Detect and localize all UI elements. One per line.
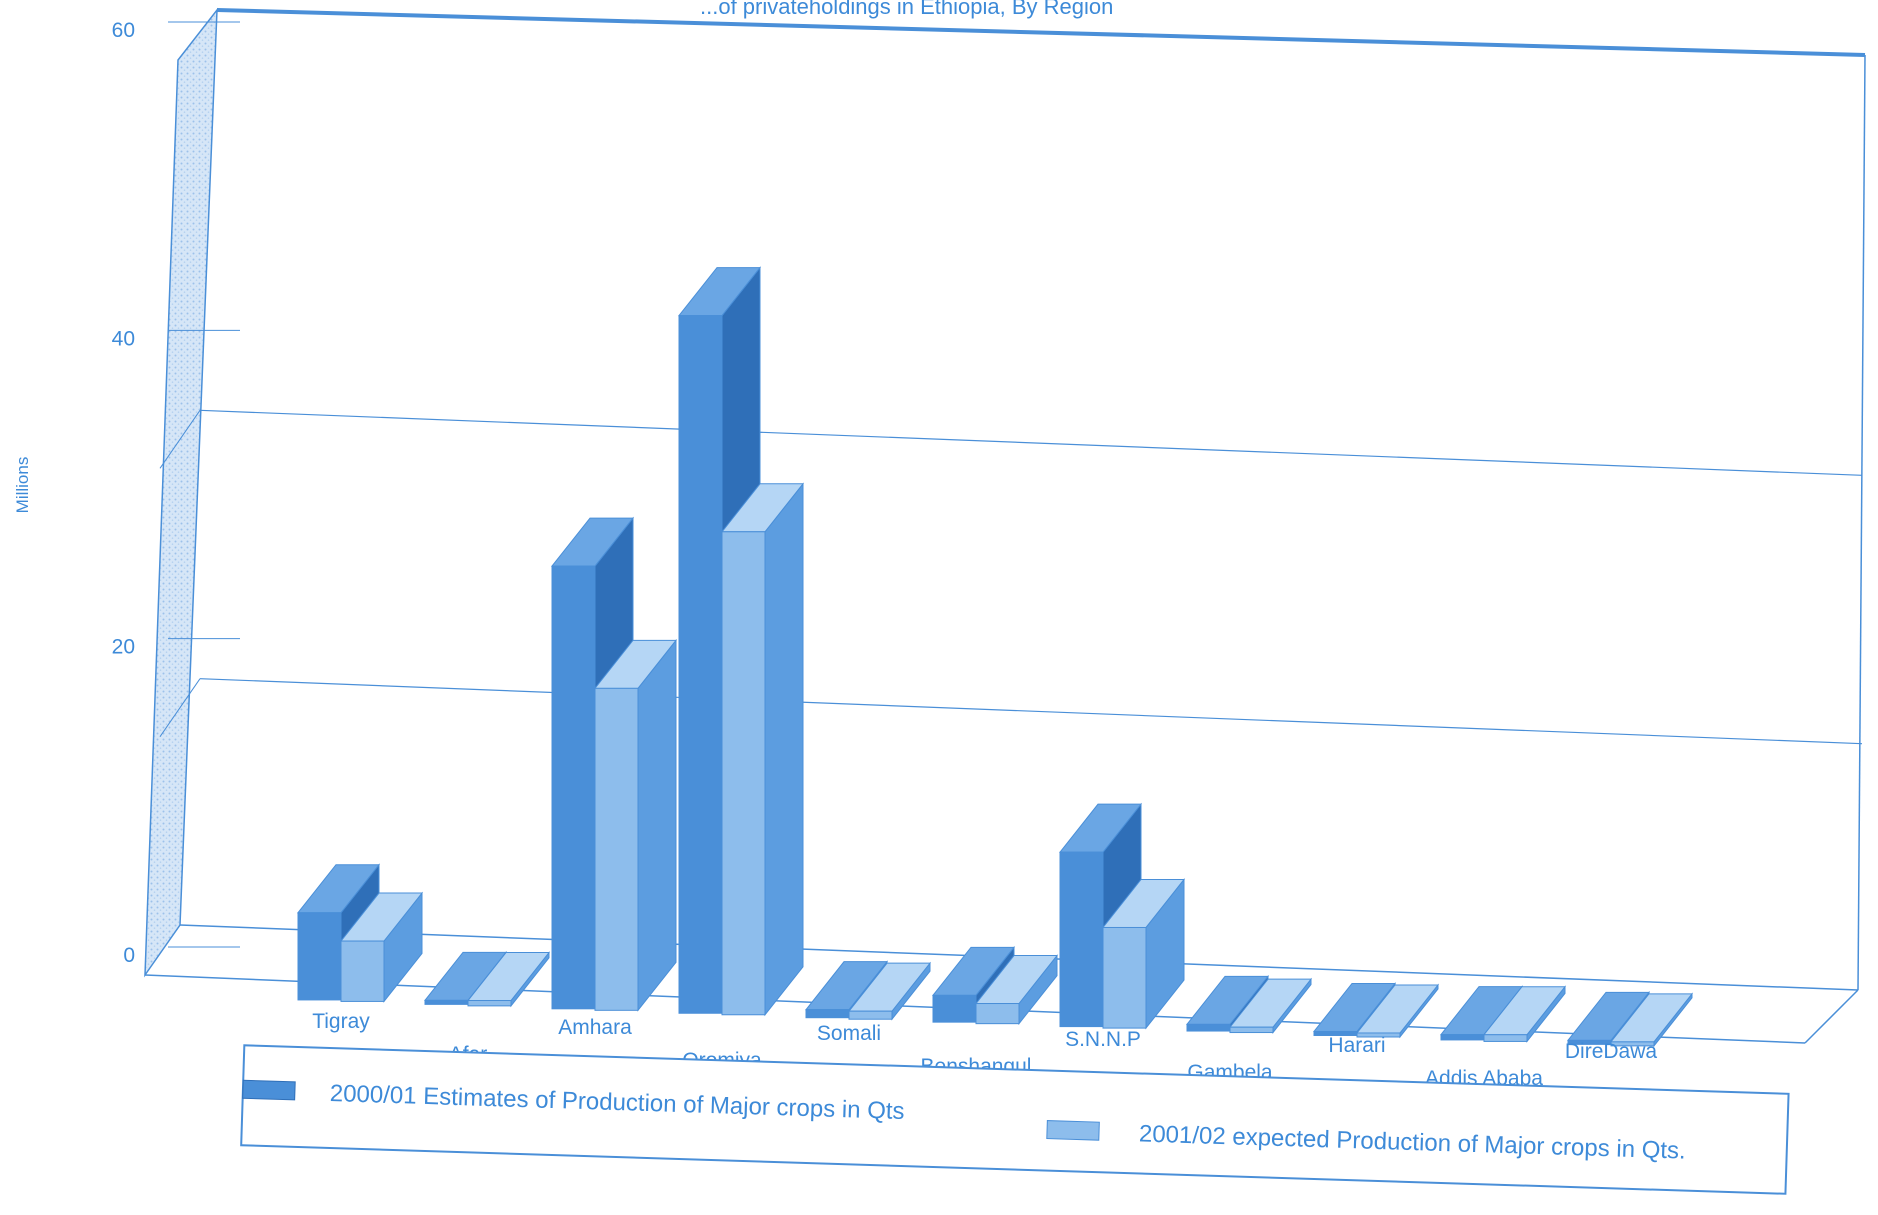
left-wall <box>144 7 218 978</box>
bar <box>721 531 766 1016</box>
y-axis: 0 20 40 60 <box>112 19 135 967</box>
y-tick-label: 0 <box>123 944 135 967</box>
chart-title: ...of privateholdings in Ethiopia, By Re… <box>700 0 1113 19</box>
top-edge <box>216 8 1866 57</box>
chart-frame <box>144 7 1866 1044</box>
x-tick-label: DireDawa <box>1565 1040 1658 1063</box>
bar <box>932 994 977 1023</box>
x-tick-label: Somali <box>817 1022 881 1045</box>
x-tick-label: Tigray <box>312 1010 370 1033</box>
bar <box>551 565 596 1010</box>
gridline <box>199 409 1863 476</box>
bar-side <box>637 638 677 1012</box>
gridline-side <box>159 678 201 737</box>
bar <box>805 1009 850 1019</box>
bars <box>296 266 1694 1048</box>
bar <box>424 999 469 1005</box>
gridline <box>199 678 1863 745</box>
bar <box>1440 1034 1485 1041</box>
bar <box>297 912 342 1001</box>
bar <box>678 315 723 1014</box>
bar <box>1186 1023 1231 1032</box>
floor-right-edge <box>1804 989 1859 1044</box>
legend: 2000/01 Estimates of Production of Major… <box>240 1044 1790 1195</box>
bar <box>848 1010 893 1020</box>
y-axis-label: Millions <box>13 457 32 514</box>
gridline-side <box>159 410 201 469</box>
bar <box>1102 926 1147 1029</box>
bar-side <box>764 482 804 1017</box>
bar <box>340 940 385 1002</box>
bar <box>467 1000 512 1007</box>
back-right-edge <box>1857 54 1866 991</box>
bar <box>975 1003 1020 1025</box>
bar <box>1483 1034 1528 1042</box>
y-tick-label: 20 <box>112 636 135 659</box>
gridlines <box>159 21 1863 948</box>
x-tick-label: Amhara <box>558 1016 632 1039</box>
bar <box>1059 851 1104 1028</box>
legend-swatch-1 <box>242 1079 296 1101</box>
bar <box>594 687 639 1011</box>
x-tick-label: Harari <box>1328 1034 1385 1057</box>
y-tick-label: 40 <box>112 327 135 350</box>
y-tick-label: 60 <box>112 19 135 42</box>
bar <box>1356 1032 1401 1038</box>
legend-swatch-2 <box>1046 1120 1100 1141</box>
x-tick-label: S.N.N.P <box>1065 1028 1141 1051</box>
bar <box>1610 1041 1655 1047</box>
bar <box>1229 1026 1274 1034</box>
